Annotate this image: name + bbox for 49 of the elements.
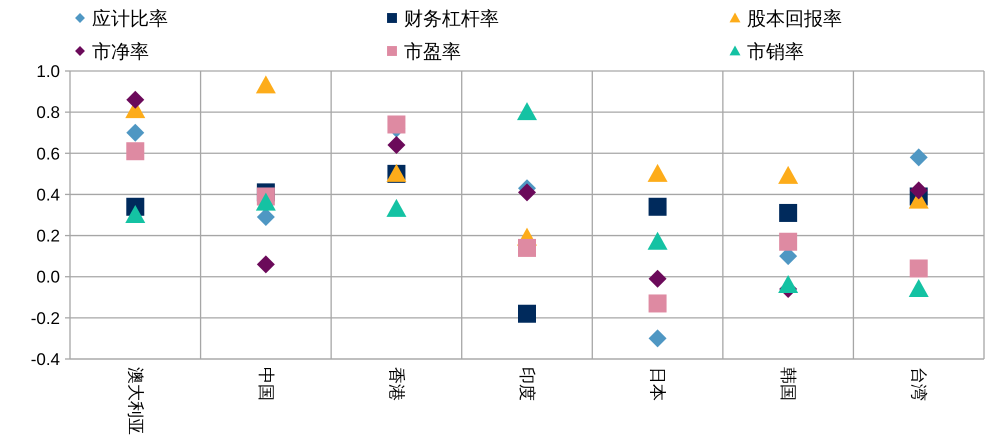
point (126, 90, 144, 109)
y-tick-label: 1.0 (36, 62, 60, 81)
legend-label: 股本回报率 (747, 8, 842, 30)
x-tick-label: 日本 (648, 367, 668, 401)
x-tick-label: 台湾 (909, 367, 928, 401)
y-tick-label: 0.2 (36, 226, 60, 246)
point (126, 124, 144, 142)
point (648, 232, 668, 250)
y-tick-label: 0.6 (36, 144, 60, 164)
x-tick-label: 韩国 (778, 367, 798, 401)
point (387, 136, 406, 154)
point (518, 238, 536, 257)
legend-label: 市净率 (92, 41, 149, 63)
point (517, 102, 537, 120)
point (387, 115, 406, 134)
x-tick-label: 中国 (256, 367, 276, 401)
point (648, 198, 667, 216)
point (910, 148, 928, 166)
point (256, 255, 275, 274)
point (386, 198, 406, 217)
legend-label: 市盈率 (404, 41, 461, 63)
point (779, 232, 798, 251)
y-tick-label: 0.8 (36, 103, 60, 122)
y-tick-label: -0.4 (30, 350, 60, 369)
point (648, 329, 667, 348)
point (126, 142, 144, 160)
point (910, 181, 928, 200)
x-tick-label: 澳大利亚 (126, 367, 145, 435)
x-tick-label: 香港 (386, 367, 406, 401)
point (125, 205, 146, 223)
point (648, 294, 667, 312)
point (518, 304, 536, 323)
point (256, 192, 276, 211)
y-tick-label: -0.2 (30, 308, 60, 328)
point (518, 183, 536, 202)
point (908, 279, 929, 298)
y-tick-label: 0.0 (36, 268, 60, 287)
point (778, 274, 798, 293)
point (779, 204, 798, 222)
y-tick-label: 0.4 (36, 185, 60, 204)
legend-label: 财务杠杆率 (404, 8, 499, 30)
point (778, 166, 798, 184)
legend-label: 市销率 (747, 41, 804, 63)
x-tick-label: 印度 (518, 367, 536, 401)
point (648, 270, 667, 288)
point (648, 164, 668, 182)
point (910, 259, 928, 278)
legend-label: 应计比率 (92, 8, 168, 30)
point (256, 75, 276, 94)
